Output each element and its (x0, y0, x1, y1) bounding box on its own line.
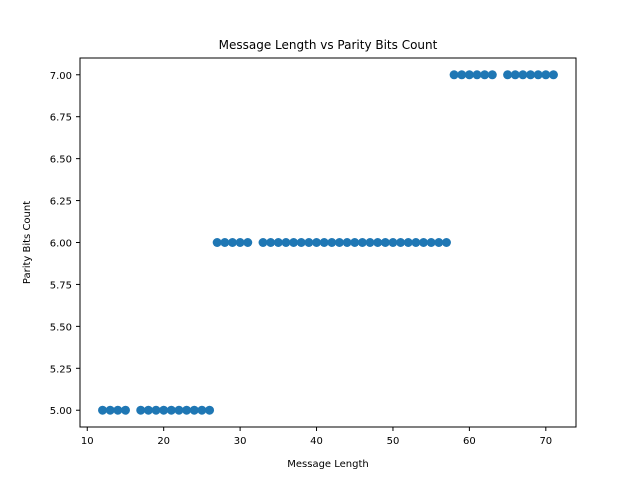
x-tick-label: 50 (387, 436, 400, 447)
data-point (419, 238, 429, 247)
y-tick-label: 6.00 (50, 239, 72, 250)
data-point (503, 70, 513, 80)
data-point (472, 70, 482, 80)
data-point (319, 238, 329, 247)
y-axis-ticks: 5.00 5.25 5.50 5.75 6.00 6.25 6.50 6.75 7.00 (50, 71, 80, 417)
x-tick-label: 20 (157, 436, 170, 447)
data-point (357, 238, 367, 247)
data-point (388, 238, 398, 247)
data-point (365, 238, 375, 247)
data-point (266, 238, 276, 247)
data-point (205, 405, 215, 415)
data-point (143, 405, 153, 415)
x-tick-label: 40 (310, 436, 323, 447)
data-point (281, 238, 291, 247)
data-point (174, 405, 184, 415)
data-point (304, 238, 314, 247)
x-axis-label: Message Length (287, 459, 369, 470)
data-point (350, 238, 360, 247)
data-point (159, 405, 169, 415)
data-point (480, 70, 490, 80)
data-point (212, 238, 222, 247)
data-point (541, 70, 551, 80)
plot-frame (79, 57, 577, 428)
x-axis-ticks: 10 20 30 40 50 60 70 (81, 427, 552, 447)
y-tick-label: 6.75 (50, 113, 72, 124)
y-tick-label: 5.25 (50, 364, 72, 375)
data-point (380, 238, 390, 247)
data-point (189, 405, 199, 415)
data-point (373, 238, 383, 247)
data-points (98, 70, 558, 415)
data-point (220, 238, 230, 247)
data-point (327, 238, 337, 247)
data-point (113, 405, 123, 415)
data-point (434, 238, 444, 247)
data-point (227, 238, 237, 247)
y-tick-label: 6.25 (50, 197, 72, 208)
y-tick-label: 5.00 (50, 406, 72, 417)
data-point (120, 405, 130, 415)
data-point (342, 238, 352, 247)
x-tick-label: 60 (463, 436, 476, 447)
data-point (166, 405, 176, 415)
data-point (518, 70, 528, 80)
data-point (426, 238, 436, 247)
data-point (136, 405, 146, 415)
data-point (105, 405, 115, 415)
data-point (258, 238, 268, 247)
data-point (457, 70, 467, 80)
data-point (464, 70, 474, 80)
data-point (396, 238, 406, 247)
x-tick-label: 70 (539, 436, 552, 447)
data-point (533, 70, 543, 80)
data-point (296, 238, 306, 247)
data-point (182, 405, 192, 415)
data-point (235, 238, 245, 247)
y-tick-label: 5.75 (50, 280, 72, 291)
data-point (526, 70, 536, 80)
data-point (312, 238, 322, 247)
data-point (548, 70, 558, 80)
data-point (197, 405, 207, 415)
x-tick-label: 10 (81, 436, 94, 447)
data-point (273, 238, 283, 247)
data-point (289, 238, 299, 247)
x-tick-label: 30 (234, 436, 247, 447)
y-tick-label: 7.00 (50, 71, 72, 82)
data-point (243, 238, 253, 247)
data-point (403, 238, 413, 247)
data-point (98, 405, 108, 415)
y-tick-label: 6.50 (50, 155, 72, 166)
data-point (411, 238, 421, 247)
data-point (441, 238, 451, 247)
data-point (487, 70, 497, 80)
chart-title: Message Length vs Parity Bits Count (219, 38, 438, 52)
y-axis-label: Parity Bits Count (22, 201, 33, 284)
y-tick-label: 5.50 (50, 322, 72, 333)
data-point (334, 238, 344, 247)
data-point (449, 70, 459, 80)
data-point (151, 405, 161, 415)
data-point (510, 70, 520, 80)
